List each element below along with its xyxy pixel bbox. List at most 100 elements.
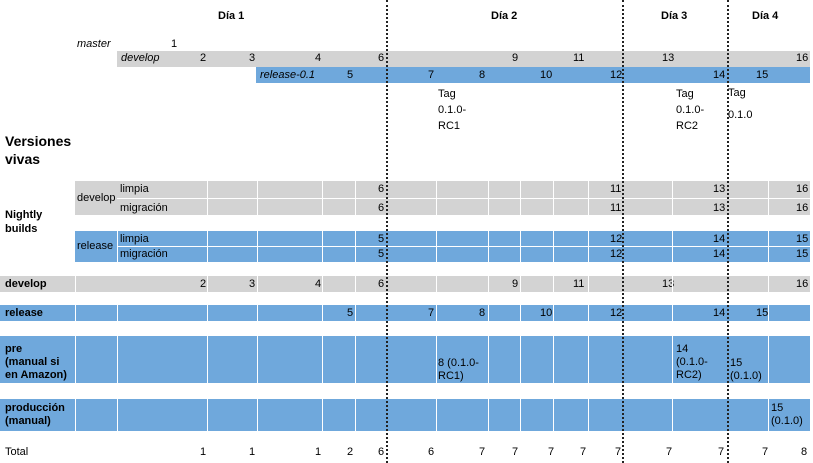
gridline [768, 276, 769, 292]
pre-release-value: 15 (0.1.0) [730, 357, 762, 382]
gridline [257, 336, 258, 383]
develop-row-value: 6 [378, 278, 385, 290]
nightly-value: 6 [378, 183, 385, 195]
release-row-value: 10 [540, 307, 553, 319]
produccion-row-bar [0, 399, 810, 431]
gridline [588, 399, 589, 431]
gridline [355, 399, 356, 431]
release-row-value: 8 [479, 307, 486, 319]
row-separator [117, 246, 810, 247]
develop-row-value: 4 [315, 278, 322, 290]
gridline [520, 276, 521, 292]
gridline [488, 336, 489, 383]
gridline [553, 276, 554, 292]
gridline [672, 305, 673, 321]
release-branch-label: release-0.1 [260, 69, 316, 81]
gridline [322, 305, 323, 321]
gridline [257, 399, 258, 431]
develop-row-value: 16 [796, 278, 809, 290]
gridline [436, 181, 437, 215]
develop-branch-bar [117, 51, 810, 67]
gridline [520, 181, 521, 215]
gridline [520, 399, 521, 431]
day-2-header: Día 2 [491, 10, 518, 22]
release-row-value: 15 [756, 307, 769, 319]
nightly-value: 11 [610, 202, 622, 214]
gridline [257, 276, 258, 292]
gridline [257, 231, 258, 262]
row-separator [117, 198, 810, 199]
gridline [520, 231, 521, 262]
nightly-value: 16 [796, 202, 809, 214]
gridline [553, 181, 554, 215]
gridline [553, 305, 554, 321]
gridline [672, 399, 673, 431]
nightly-value: 15 [796, 233, 809, 245]
gridline [520, 336, 521, 383]
nightly-value: 15 [796, 248, 809, 260]
gridline [488, 399, 489, 431]
nightly-value: 13 [713, 183, 726, 195]
nightly-value: 5 [378, 248, 385, 260]
pre-row-label: pre (manual si en Amazon) [5, 343, 67, 381]
produccion-row-label: producción (manual) [5, 402, 65, 427]
release-branch-bar [256, 67, 810, 83]
tag-rc1: Tag 0.1.0- RC1 [438, 88, 467, 132]
gridline [207, 305, 208, 321]
nightly-release-limpia-label: limpia [120, 233, 149, 245]
pre-rc1-value: 8 (0.1.0- RC1) [438, 357, 479, 382]
gridline [207, 181, 208, 215]
gridline [588, 231, 589, 262]
gridline [520, 305, 521, 321]
gridline [207, 276, 208, 292]
total-value: 6 [378, 446, 385, 458]
nightly-release-label: release [77, 240, 114, 252]
gridline [117, 336, 118, 383]
release-commit: 10 [540, 69, 553, 81]
gridline [355, 276, 356, 292]
develop-row-label: develop [5, 278, 47, 290]
gridline [436, 336, 437, 383]
total-value: 1 [249, 446, 256, 458]
gridline [488, 276, 489, 292]
develop-commit: 6 [378, 52, 385, 64]
day-separator [386, 0, 388, 463]
gridline [488, 231, 489, 262]
pre-rc2-value: 14 (0.1.0- RC2) [676, 343, 708, 381]
release-row-value: 7 [428, 307, 435, 319]
develop-commit: 11 [573, 52, 585, 64]
tag-rc2: Tag 0.1.0- RC2 [676, 88, 705, 132]
gridline [588, 276, 589, 292]
release-row-bar [0, 305, 810, 321]
gridline [768, 181, 769, 215]
nightly-value: 14 [713, 233, 726, 245]
versiones-vivas-heading: Versiones vivas [5, 133, 72, 167]
gridline [768, 336, 769, 383]
develop-commit: 9 [512, 52, 519, 64]
total-value: 7 [718, 446, 725, 458]
day-separator [622, 0, 624, 463]
tag-release: Tag 0.1.0 [728, 87, 753, 121]
gridline [436, 231, 437, 262]
gridline [117, 305, 118, 321]
nightly-release-migracion-label: migración [120, 248, 168, 260]
gridline [75, 276, 76, 292]
nightly-value: 16 [796, 183, 809, 195]
develop-commit: 13 [662, 52, 675, 64]
gridline [768, 305, 769, 321]
nightly-value: 5 [378, 233, 385, 245]
total-value: 1 [200, 446, 207, 458]
gridline [75, 399, 76, 431]
gridline [207, 336, 208, 383]
gridline [355, 181, 356, 215]
gridline [355, 336, 356, 383]
total-value: 7 [615, 446, 622, 458]
gridline [488, 305, 489, 321]
total-value: 7 [762, 446, 769, 458]
gridline [436, 276, 437, 292]
gridline [322, 231, 323, 262]
gridline [553, 399, 554, 431]
release-row-value: 12 [610, 307, 623, 319]
gridline [672, 276, 673, 292]
nightly-value: 12 [610, 233, 623, 245]
